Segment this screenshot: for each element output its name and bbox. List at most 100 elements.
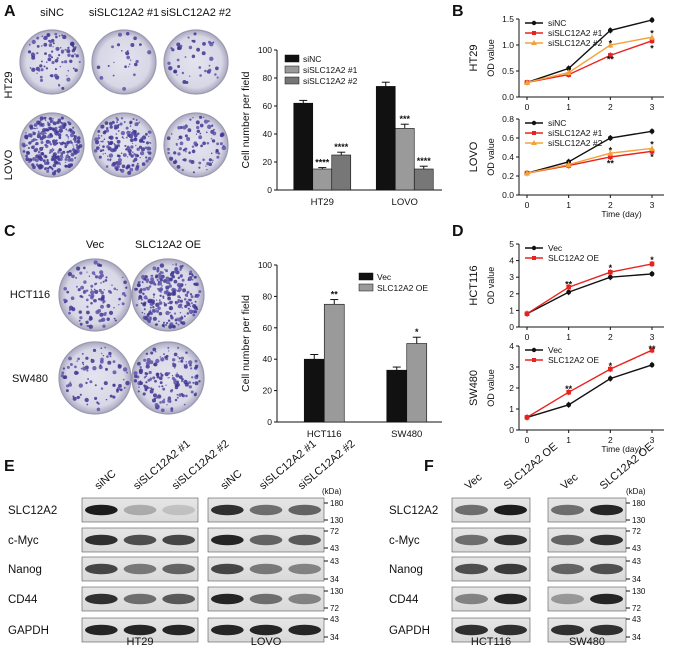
colony-dot <box>129 135 134 139</box>
colony-dot <box>69 140 73 143</box>
colony-dot <box>187 128 192 133</box>
colony-dot <box>215 66 219 71</box>
colony-dot <box>207 124 212 129</box>
colony-dot <box>189 118 192 121</box>
colony-dot <box>155 299 158 301</box>
colony-dot <box>104 152 106 155</box>
colony-dot <box>27 50 32 54</box>
colony-dot <box>187 307 190 310</box>
colony-dot <box>189 298 192 302</box>
colony-dot <box>176 372 178 374</box>
colony-dot <box>155 309 160 313</box>
colony-dot <box>66 49 71 54</box>
colony-dot <box>132 118 135 121</box>
colony-dot <box>202 141 206 146</box>
colony-dot <box>181 71 185 75</box>
colony-dot <box>116 289 118 291</box>
colony-dot <box>75 54 79 58</box>
colony-dot <box>117 154 121 158</box>
colony-dot <box>103 381 108 386</box>
x-tick-label: 1 <box>566 435 571 445</box>
colony-dot <box>199 74 202 77</box>
colony-dot <box>173 378 177 383</box>
colony-dot <box>46 121 49 124</box>
colony-dot <box>77 357 80 361</box>
colony-dot <box>53 170 57 173</box>
colony-dot <box>119 122 123 126</box>
colony-dot <box>102 280 105 283</box>
colony-dot <box>192 116 194 119</box>
colony-dot <box>178 135 183 140</box>
colony-dot <box>79 294 83 298</box>
y-tick-label: 0 <box>509 425 514 435</box>
colony-dot <box>137 390 140 393</box>
colony-dot <box>209 42 214 47</box>
y-tick-label: 0.6 <box>502 133 514 143</box>
colony-dot <box>172 160 177 165</box>
colony-dot <box>91 271 96 275</box>
colony-dot <box>118 304 120 306</box>
legend-swatch <box>284 65 300 74</box>
colony-dot <box>99 364 102 367</box>
colony-dot <box>177 125 181 130</box>
colony-dot <box>43 42 48 47</box>
colony-dot <box>140 302 143 305</box>
colony-dot <box>147 299 152 304</box>
colony-dot <box>167 396 172 401</box>
colony-dot <box>106 317 110 321</box>
marker-label: 43 <box>632 557 641 566</box>
colony-dot <box>100 124 105 129</box>
colony-dot <box>176 396 179 399</box>
colony-dot <box>48 53 52 58</box>
colony-dot <box>146 358 151 363</box>
colony-dot <box>87 378 90 380</box>
marker-label: 43 <box>330 544 339 553</box>
colony-dot <box>106 158 110 161</box>
colony-dot <box>142 140 145 143</box>
colony-dot <box>210 152 213 155</box>
colony-dot <box>194 300 197 303</box>
colony-dot <box>105 398 108 401</box>
colony-dot <box>111 45 114 49</box>
colony-dot <box>74 156 77 160</box>
colony-dot <box>33 123 38 127</box>
blot-band <box>455 593 488 605</box>
colony-dot <box>129 59 132 61</box>
protein-label: c-Myc <box>8 535 39 547</box>
legend-label: siSLC12A2 #2 <box>303 76 358 86</box>
colony-dot <box>212 131 217 136</box>
colony-dot <box>43 36 47 40</box>
cell-line-label: HT29 <box>468 45 480 72</box>
colony-dot <box>186 136 191 142</box>
legend-label: Vec <box>548 345 563 355</box>
colony-dot <box>118 383 122 388</box>
colony-dot <box>195 294 197 296</box>
blot-band <box>162 504 196 516</box>
colony-dot <box>114 319 117 322</box>
colony-dot <box>69 41 75 47</box>
colony-dot <box>74 53 76 55</box>
y-tick-label: 0.8 <box>502 114 514 124</box>
colony-dot <box>29 67 32 69</box>
colony-dot <box>107 140 110 143</box>
colony-dot <box>113 143 116 145</box>
colony-dot <box>171 48 175 52</box>
colony-dot <box>173 269 178 274</box>
colony-dot <box>89 316 93 321</box>
blot-band <box>249 563 283 575</box>
marker-label: 72 <box>632 527 641 536</box>
data-point <box>566 66 572 71</box>
x-tick-label: HT29 <box>311 197 334 208</box>
colony-dot <box>94 396 98 400</box>
bar <box>394 128 415 191</box>
colony-dot <box>178 393 182 397</box>
colony-dot <box>154 403 159 407</box>
colony-dot <box>93 260 98 265</box>
colony-dot <box>160 357 165 362</box>
colony-dot <box>188 159 192 163</box>
colony-dot <box>143 313 146 315</box>
colony-dot <box>42 159 46 163</box>
y-axis-label: OD value <box>486 267 496 305</box>
colony-dot <box>168 66 173 71</box>
